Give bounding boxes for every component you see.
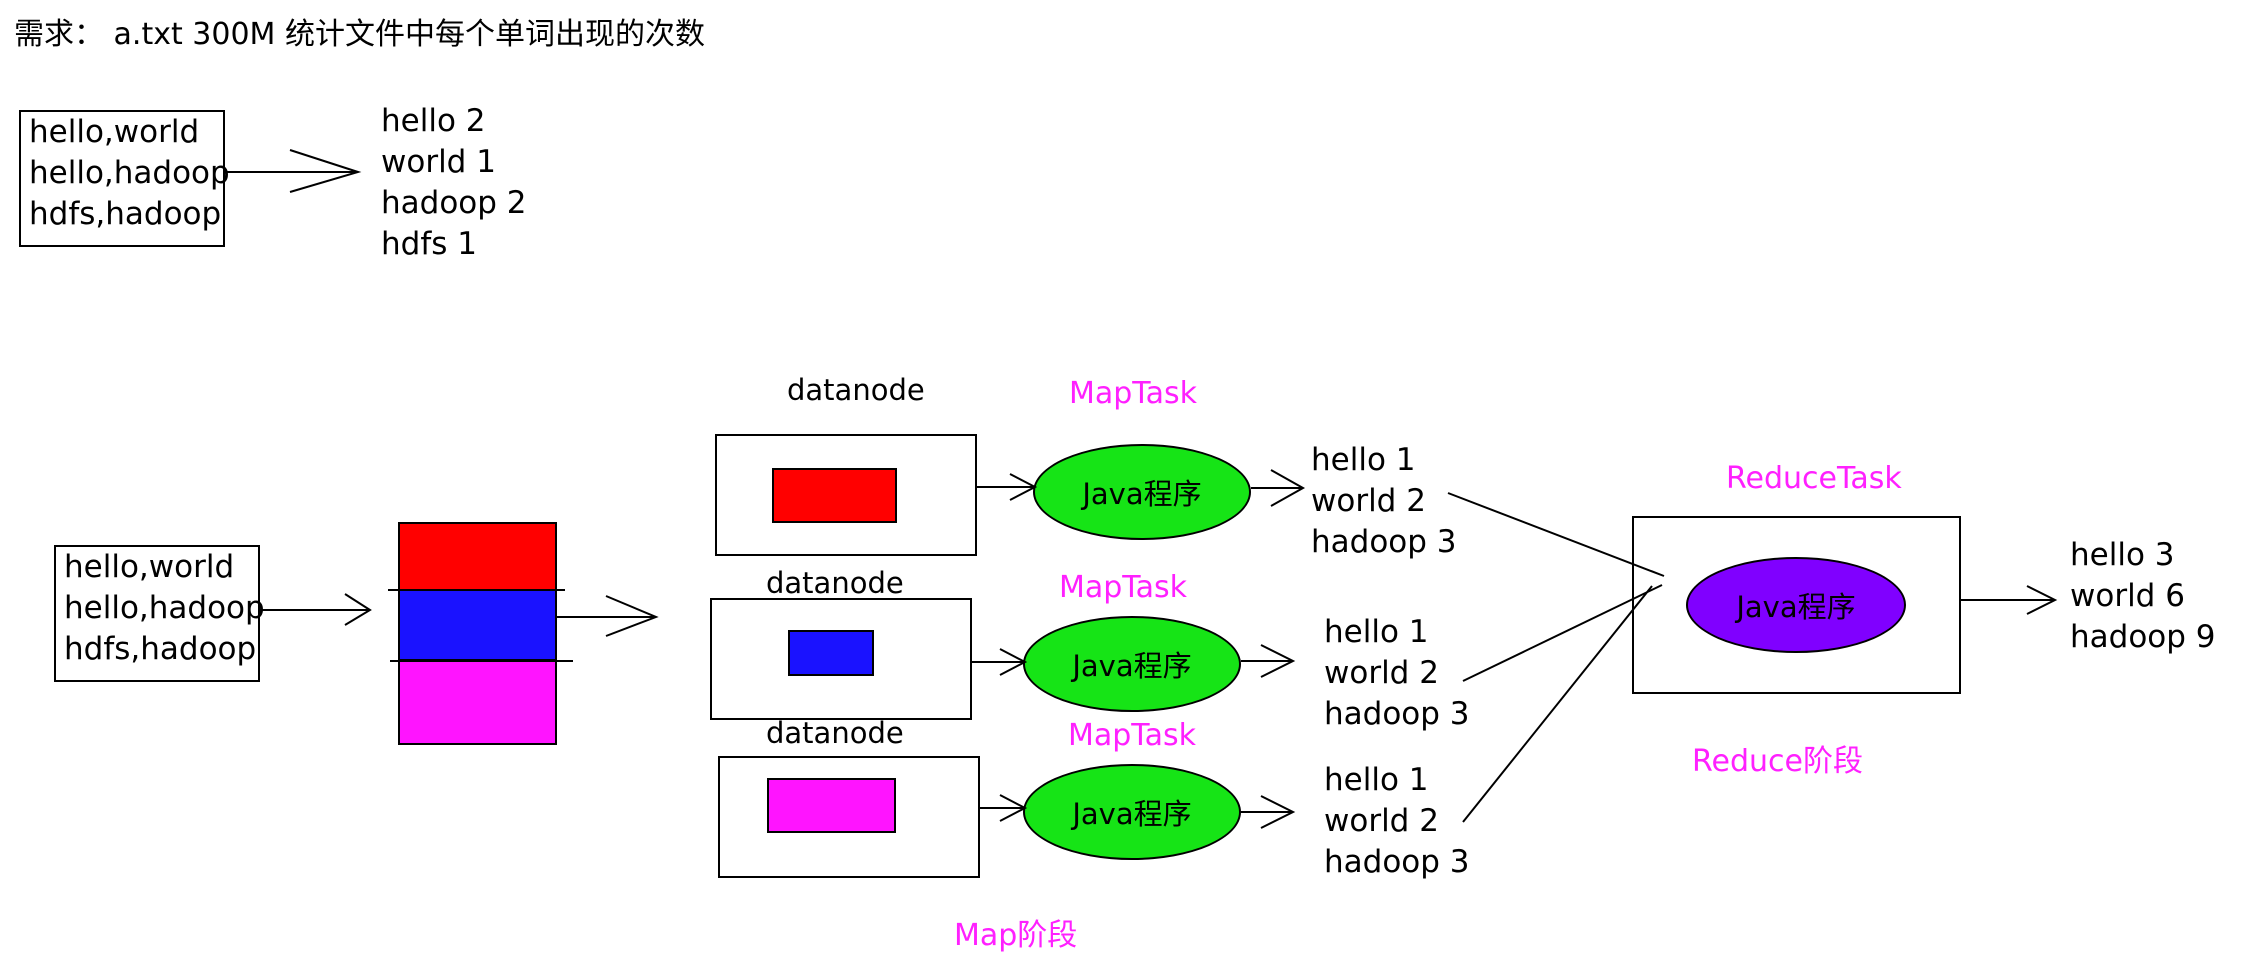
top-input-line: hello,hadoop bbox=[29, 155, 230, 191]
reduce-phase-label: Reduce阶段 bbox=[1692, 744, 1863, 779]
map-phase-label: Map阶段 bbox=[954, 918, 1078, 953]
main-input-line: hdfs,hadoop bbox=[64, 631, 257, 667]
datanode-block-1 bbox=[772, 468, 897, 523]
reduce-output-line: world 6 bbox=[2070, 578, 2185, 614]
arrow-blocks-to-datanodes bbox=[557, 595, 659, 637]
map-output-1: hello 1 world 2 hadoop 3 bbox=[1311, 440, 1457, 563]
datanode-label-3: datanode bbox=[766, 716, 904, 750]
arrow-input-to-blocks bbox=[260, 593, 372, 626]
map-output-line: world 2 bbox=[1324, 655, 1439, 691]
arrow-map-to-output-2 bbox=[1241, 644, 1296, 678]
arrow-map-to-output-1 bbox=[1251, 469, 1306, 507]
file-block-1 bbox=[398, 522, 557, 591]
java-program-label: Java程序 bbox=[1072, 649, 1192, 683]
arrow-datanode-to-map-3 bbox=[980, 794, 1028, 822]
reducetask-box: Java程序 bbox=[1632, 516, 1961, 694]
reducetask-label: ReduceTask bbox=[1726, 461, 1902, 496]
arrow-map-to-output-3 bbox=[1241, 795, 1296, 829]
datanode-label-1: datanode bbox=[787, 373, 925, 407]
maptask-label-3: MapTask bbox=[1068, 718, 1197, 753]
map-output-2: hello 1 world 2 hadoop 3 bbox=[1324, 612, 1470, 735]
reduce-output: hello 3 world 6 hadoop 9 bbox=[2070, 535, 2216, 658]
map-output-line: hadoop 3 bbox=[1311, 524, 1457, 560]
map-output-line: hello 1 bbox=[1324, 614, 1429, 650]
top-output-line: hdfs 1 bbox=[381, 226, 477, 262]
top-output-line: hadoop 2 bbox=[381, 185, 527, 221]
java-program-label: Java程序 bbox=[1082, 477, 1202, 511]
top-input-box: hello,world hello,hadoop hdfs,hadoop bbox=[19, 110, 230, 247]
reduce-java-program: Java程序 bbox=[1686, 557, 1906, 653]
maptask-label-1: MapTask bbox=[1069, 376, 1198, 411]
arrow-datanode-to-map-1 bbox=[977, 473, 1038, 501]
map-output-line: hello 1 bbox=[1324, 762, 1429, 798]
map-output-line: hello 1 bbox=[1311, 442, 1416, 478]
reduce-output-line: hadoop 9 bbox=[2070, 619, 2216, 655]
reduce-output-line: hello 3 bbox=[2070, 537, 2175, 573]
top-output-line: world 1 bbox=[381, 144, 496, 180]
line-output1-to-reduce bbox=[1447, 492, 1665, 577]
line-output2-to-reduce bbox=[1462, 584, 1663, 682]
map-output-line: world 2 bbox=[1311, 483, 1426, 519]
map-java-program-2: Java程序 bbox=[1023, 616, 1241, 712]
map-output-3: hello 1 world 2 hadoop 3 bbox=[1324, 760, 1470, 883]
arrow-top-example bbox=[225, 149, 362, 193]
line-output3-to-reduce bbox=[1462, 585, 1653, 823]
page-title: 需求： a.txt 300M 统计文件中每个单词出现的次数 bbox=[14, 17, 705, 52]
datanode-box-2 bbox=[710, 598, 972, 720]
datanode-box-1 bbox=[715, 434, 977, 556]
arrow-reduce-to-output bbox=[1961, 585, 2058, 615]
map-java-program-3: Java程序 bbox=[1023, 764, 1241, 860]
main-input-line: hello,hadoop bbox=[64, 590, 265, 626]
file-block-2 bbox=[398, 589, 557, 661]
datanode-label-2: datanode bbox=[766, 566, 904, 600]
top-output-line: hello 2 bbox=[381, 103, 486, 139]
map-output-line: hadoop 3 bbox=[1324, 696, 1470, 732]
map-output-line: hadoop 3 bbox=[1324, 844, 1470, 880]
maptask-label-2: MapTask bbox=[1059, 570, 1188, 605]
java-program-label: Java程序 bbox=[1736, 590, 1856, 624]
map-java-program-1: Java程序 bbox=[1033, 444, 1251, 540]
main-input-line: hello,world bbox=[64, 549, 235, 585]
main-input-box: hello,world hello,hadoop hdfs,hadoop bbox=[54, 545, 265, 682]
datanode-block-2 bbox=[788, 630, 874, 676]
java-program-label: Java程序 bbox=[1072, 797, 1192, 831]
top-input-line: hello,world bbox=[29, 114, 200, 150]
map-output-line: world 2 bbox=[1324, 803, 1439, 839]
arrow-datanode-to-map-2 bbox=[972, 648, 1028, 676]
top-input-line: hdfs,hadoop bbox=[29, 196, 222, 232]
datanode-box-3 bbox=[718, 756, 980, 878]
datanode-block-3 bbox=[767, 778, 896, 833]
top-output-list: hello 2 world 1 hadoop 2 hdfs 1 bbox=[381, 101, 527, 265]
